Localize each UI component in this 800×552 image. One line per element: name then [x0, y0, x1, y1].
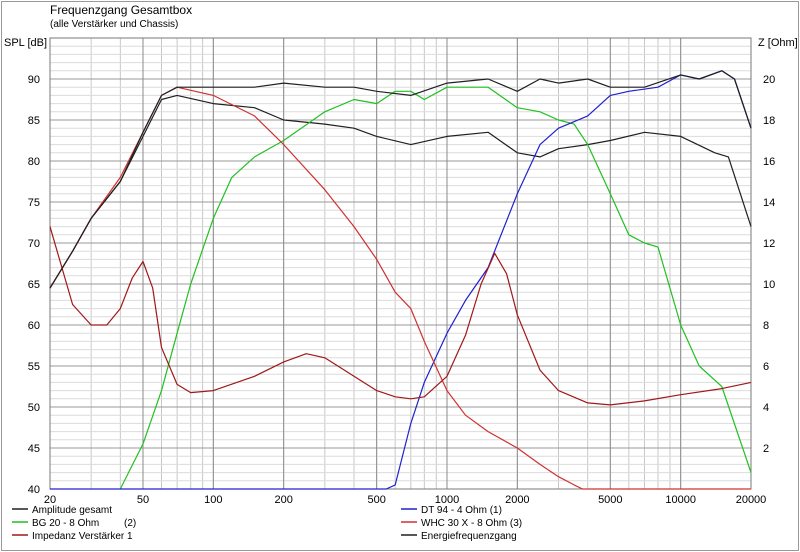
legend-label: Amplitude gesamt — [32, 505, 112, 516]
y-left-tick-label: 75 — [28, 197, 40, 209]
legend-label: WHC 30 X - 8 Ohm (3) — [421, 518, 522, 529]
y-left-tick-label: 45 — [28, 443, 40, 455]
y-right-tick-label: 8 — [763, 320, 769, 332]
y-right-axis-label: Z [Ohm] — [758, 37, 798, 49]
x-tick-label: 200 — [274, 494, 292, 506]
chart-title: Frequenzgang Gesamtbox — [50, 3, 193, 17]
y-right-tick-label: 10 — [763, 279, 775, 291]
x-tick-label: 500 — [367, 494, 385, 506]
series-line-6 — [49, 70, 752, 289]
series-line-5 — [49, 226, 752, 406]
y-left-tick-label: 90 — [28, 74, 40, 86]
legend-label: DT 94 - 4 Ohm (1) — [421, 505, 502, 516]
y-right-tick-label: 18 — [763, 115, 775, 127]
legend-note: (2) — [124, 518, 136, 529]
series-line-2 — [119, 86, 752, 490]
legend-label: Impedanz Verstärker 1 — [32, 531, 133, 542]
y-left-tick-label: 55 — [28, 361, 40, 373]
legend-label: BG 20 - 8 Ohm — [32, 518, 99, 529]
y-left-tick-label: 65 — [28, 279, 40, 291]
series-line-1 — [49, 94, 752, 289]
y-right-tick-label: 20 — [763, 74, 775, 86]
series-line-4 — [49, 86, 751, 490]
x-tick-label: 1000 — [435, 494, 459, 506]
chart-subtitle: (alle Verstärker und Chassis) — [50, 19, 179, 30]
plot-border — [49, 37, 752, 490]
x-tick-label: 50 — [137, 494, 149, 506]
legend-label: Energiefrequenzgang — [421, 531, 517, 542]
x-tick-label: 20000 — [736, 494, 767, 506]
series-line-3 — [50, 70, 752, 490]
y-left-tick-label: 70 — [28, 238, 40, 250]
y-left-tick-label: 40 — [28, 484, 40, 496]
x-tick-label: 100 — [204, 494, 222, 506]
y-right-tick-label: 6 — [763, 361, 769, 373]
x-tick-label: 20 — [44, 494, 56, 506]
y-left-tick-label: 85 — [28, 115, 40, 127]
y-right-tick-label: 12 — [763, 238, 775, 250]
x-tick-label: 10000 — [665, 494, 696, 506]
y-right-tick-label: 4 — [763, 402, 769, 414]
y-right-tick-label: 14 — [763, 197, 775, 209]
y-left-tick-label: 80 — [28, 156, 40, 168]
y-right-tick-label: 2 — [763, 443, 769, 455]
y-left-axis-label: SPL [dB] — [4, 37, 47, 49]
x-tick-label: 2000 — [505, 494, 529, 506]
y-left-tick-label: 50 — [28, 402, 40, 414]
y-right-tick-label: 16 — [763, 156, 775, 168]
x-tick-label: 5000 — [598, 494, 622, 506]
y-left-tick-label: 60 — [28, 320, 40, 332]
